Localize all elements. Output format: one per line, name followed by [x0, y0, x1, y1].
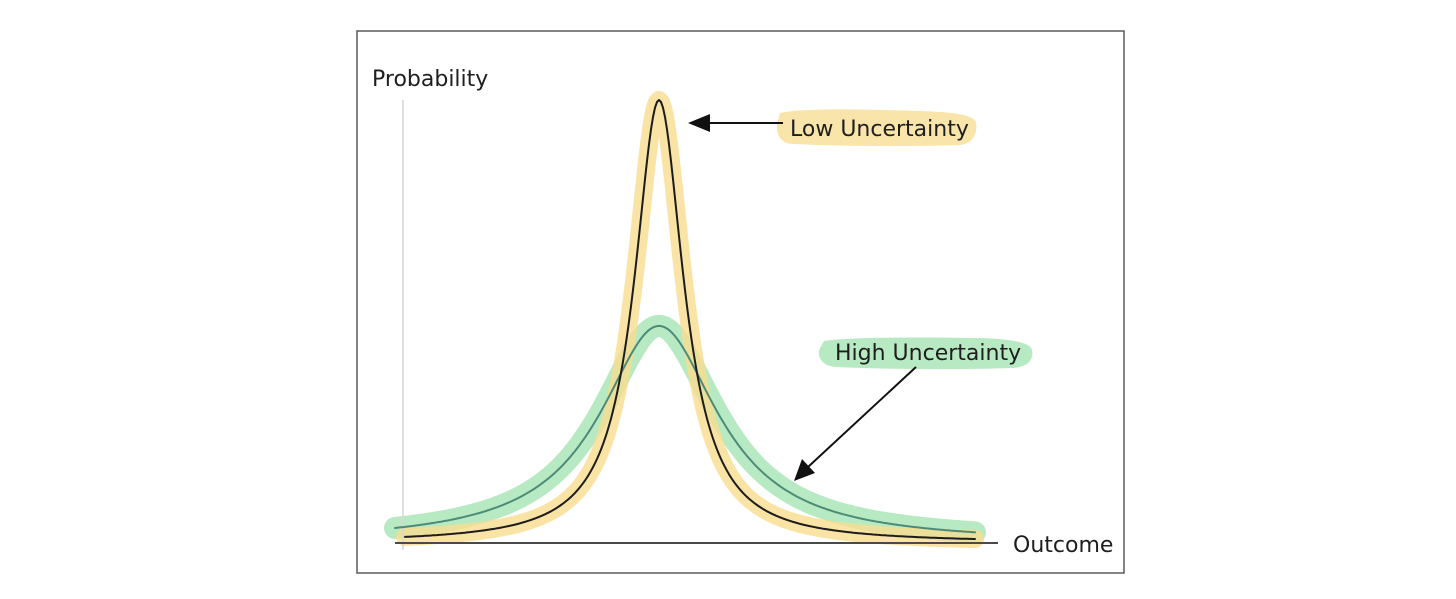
high-uncertainty-arrow [794, 366, 917, 481]
low-uncertainty-arrow [688, 114, 783, 132]
high-uncertainty-curve [394, 324, 976, 534]
low-label-highlight [776, 109, 977, 147]
y-axis-label: Probability [372, 67, 488, 92]
low-uncertainty-label: Low Uncertainty [790, 117, 969, 142]
high-label-highlight [818, 337, 1033, 370]
high-uncertainty-label: High Uncertainty [835, 341, 1021, 366]
x-axis-label: Outcome [1013, 533, 1113, 558]
low-uncertainty-curve [404, 99, 976, 540]
